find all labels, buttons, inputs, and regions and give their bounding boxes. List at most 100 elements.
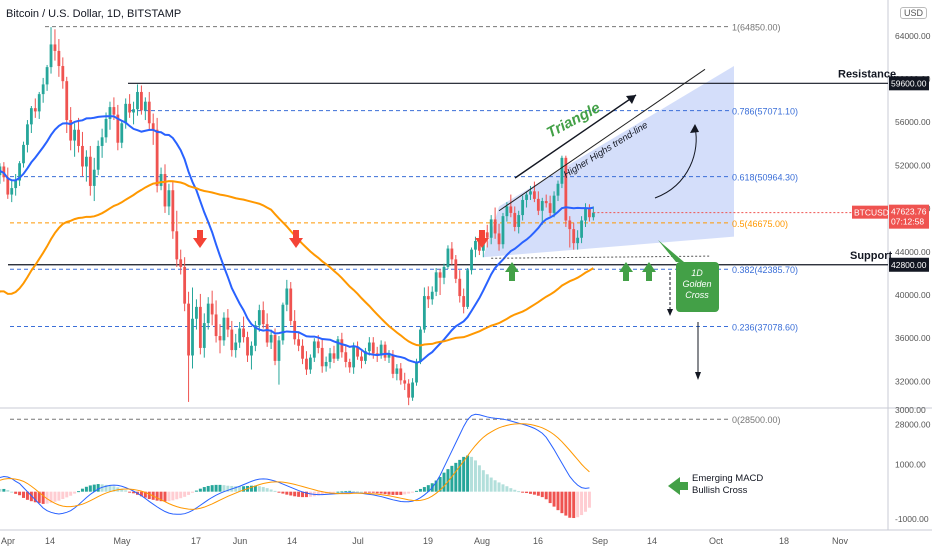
candle	[73, 129, 76, 141]
macd-histogram-bar	[359, 491, 363, 493]
red-down-arrow-head	[193, 238, 207, 248]
golden-cross-pointer	[658, 240, 684, 262]
macd-histogram-bar	[536, 491, 540, 496]
candle	[120, 123, 124, 143]
candle	[540, 201, 544, 211]
macd-histogram-bar	[564, 491, 568, 516]
candle	[352, 346, 356, 368]
candle	[591, 212, 595, 218]
candle	[517, 215, 521, 227]
macd-histogram-bar	[214, 484, 218, 492]
higher-highs-trendline	[498, 68, 706, 212]
candle	[509, 206, 513, 213]
macd-histogram-bar	[344, 491, 348, 493]
candle	[529, 191, 532, 195]
candle	[462, 296, 466, 307]
candle	[96, 145, 100, 170]
currency-badge[interactable]: USD	[900, 7, 928, 19]
candle	[403, 380, 407, 384]
level-name-resistance: Resistance	[838, 68, 896, 80]
candle	[340, 339, 344, 353]
level-price-tag: 42800.00	[891, 260, 927, 270]
candle	[246, 337, 249, 356]
macd-histogram-bar	[33, 491, 37, 503]
macd-histogram-bar	[92, 484, 96, 492]
macd-histogram-bar	[206, 485, 210, 492]
macd-histogram-bar	[576, 491, 580, 518]
candle	[446, 248, 450, 267]
candle	[171, 190, 175, 232]
macd-histogram-bar	[143, 491, 147, 498]
level-price-tag: 59600.00	[891, 78, 927, 88]
macd-histogram-bar	[69, 491, 73, 496]
macd-histogram-bar	[415, 490, 419, 492]
macd-histogram-bar	[277, 491, 281, 493]
macd-tick-label: 1000.00	[895, 460, 926, 470]
candle	[454, 259, 458, 279]
macd-histogram-bar	[187, 491, 191, 495]
macd-arrow-head	[668, 477, 680, 495]
macd-histogram-bar	[548, 491, 552, 504]
macd-histogram-bar	[249, 485, 253, 492]
macd-histogram-bar	[88, 485, 92, 492]
macd-histogram-bar	[108, 485, 112, 492]
macd-histogram-bar	[191, 491, 194, 493]
candle	[49, 44, 53, 68]
candle	[29, 108, 33, 125]
candle	[22, 144, 25, 164]
chart-title: Bitcoin / U.S. Dollar, 1D, BITSTAMP	[6, 8, 182, 20]
fib-level-label: 0.786(57071.10)	[732, 107, 798, 117]
macd-histogram-bar	[458, 459, 462, 492]
macd-histogram-bar	[462, 456, 466, 492]
macd-histogram-bar	[316, 491, 320, 496]
macd-histogram-bar	[65, 491, 69, 498]
candle	[167, 190, 171, 207]
candle	[356, 346, 359, 357]
candle	[159, 174, 163, 186]
symbol-tag: BTCUSD	[854, 208, 889, 218]
candle	[548, 203, 552, 213]
macd-histogram-bar	[80, 488, 84, 492]
macd-histogram-bar	[18, 491, 22, 496]
candle	[257, 310, 261, 326]
candle	[18, 163, 21, 181]
candle	[533, 191, 536, 199]
candle	[493, 219, 497, 234]
macd-tick-label: 3000.00	[895, 405, 926, 415]
candle	[108, 107, 112, 119]
macd-line	[0, 413, 590, 515]
candle	[309, 357, 312, 370]
time-tick-label: Aug	[474, 536, 490, 546]
candle	[226, 317, 230, 330]
macd-histogram-bar	[84, 486, 88, 492]
candle	[183, 266, 187, 304]
candle	[580, 220, 583, 238]
time-tick-label: Jun	[233, 536, 248, 546]
macd-histogram-bar	[175, 491, 179, 500]
macd-histogram-bar	[446, 469, 450, 492]
golden-cross-label: Golden	[682, 279, 711, 289]
symbol-tag-box	[852, 205, 888, 219]
macd-histogram-bar	[269, 489, 273, 492]
candle	[513, 212, 517, 227]
macd-histogram-bar	[395, 491, 399, 495]
triangle-label: Triangle	[544, 99, 603, 141]
candle	[297, 339, 301, 346]
candle	[395, 368, 399, 374]
red-down-arrow-head	[289, 238, 303, 248]
time-tick-label: Sep	[592, 536, 608, 546]
candle	[336, 339, 340, 359]
macd-histogram-bar	[379, 491, 383, 494]
macd-histogram-bar	[25, 491, 29, 500]
fib-level-label: 1(64850.00)	[732, 23, 781, 33]
macd-histogram-bar	[155, 491, 159, 501]
candle	[128, 103, 132, 113]
price-tick-label: 32000.00	[895, 376, 931, 386]
macd-histogram-bar	[568, 491, 572, 518]
candle	[136, 91, 139, 110]
macd-histogram-bar	[265, 488, 269, 492]
green-up-arrow	[623, 272, 629, 281]
triangle-base-line	[491, 255, 711, 259]
